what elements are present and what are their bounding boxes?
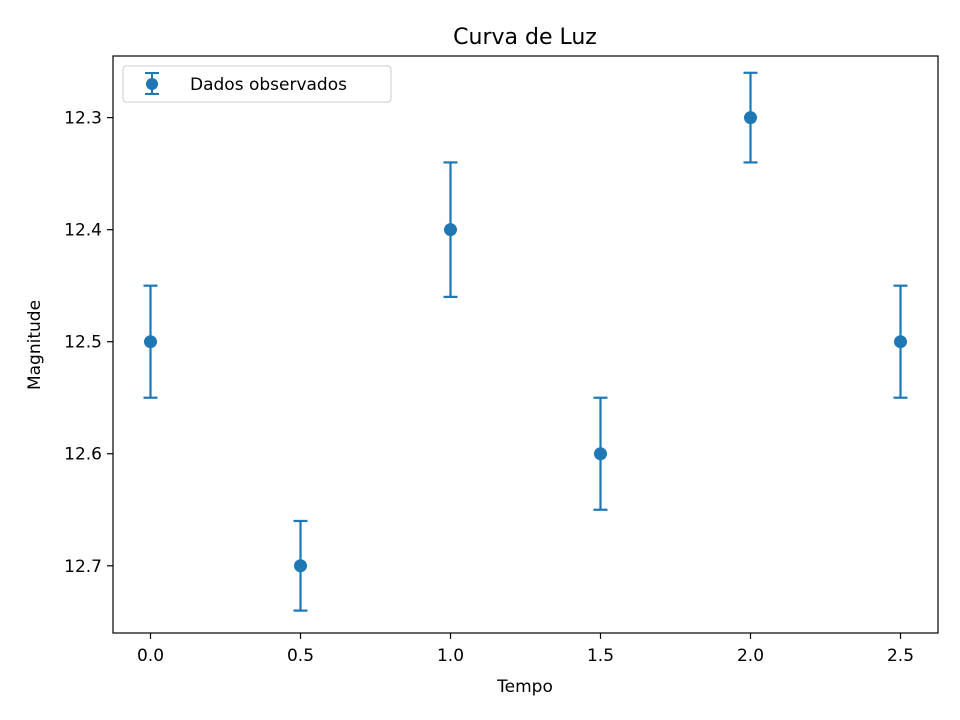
x-tick-label: 1.5 [587,646,614,666]
data-point [444,223,457,237]
data-point [894,335,907,349]
x-tick-label: 0.0 [137,646,164,666]
chart-title: Curva de Luz [453,25,597,50]
data-point [144,335,157,349]
y-tick-label: 12.7 [64,557,102,577]
data-point [294,559,307,573]
legend-marker [146,78,158,90]
y-axis-label: Magnitude [25,300,45,390]
y-tick-label: 12.6 [64,445,102,465]
x-tick-label: 2.5 [887,646,914,666]
x-axis-label: Tempo [496,677,553,697]
data-point [744,111,757,125]
y-tick-label: 12.3 [64,109,102,129]
x-tick-label: 2.0 [737,646,764,666]
axes-frame [112,55,939,634]
x-tick-label: 1.0 [437,646,464,666]
y-tick-label: 12.5 [64,333,102,353]
x-tick-label: 0.5 [287,646,314,666]
data-point [594,447,607,461]
plot-area: 0.0 0.5 1.0 1.5 2.0 2.5 12.3 12.4 12.5 12.6 12.7 [64,55,939,666]
y-tick-label: 12.4 [64,221,102,241]
legend: Dados observados [122,65,392,103]
legend-box [122,65,392,103]
legend-label: Dados observados [190,75,347,95]
